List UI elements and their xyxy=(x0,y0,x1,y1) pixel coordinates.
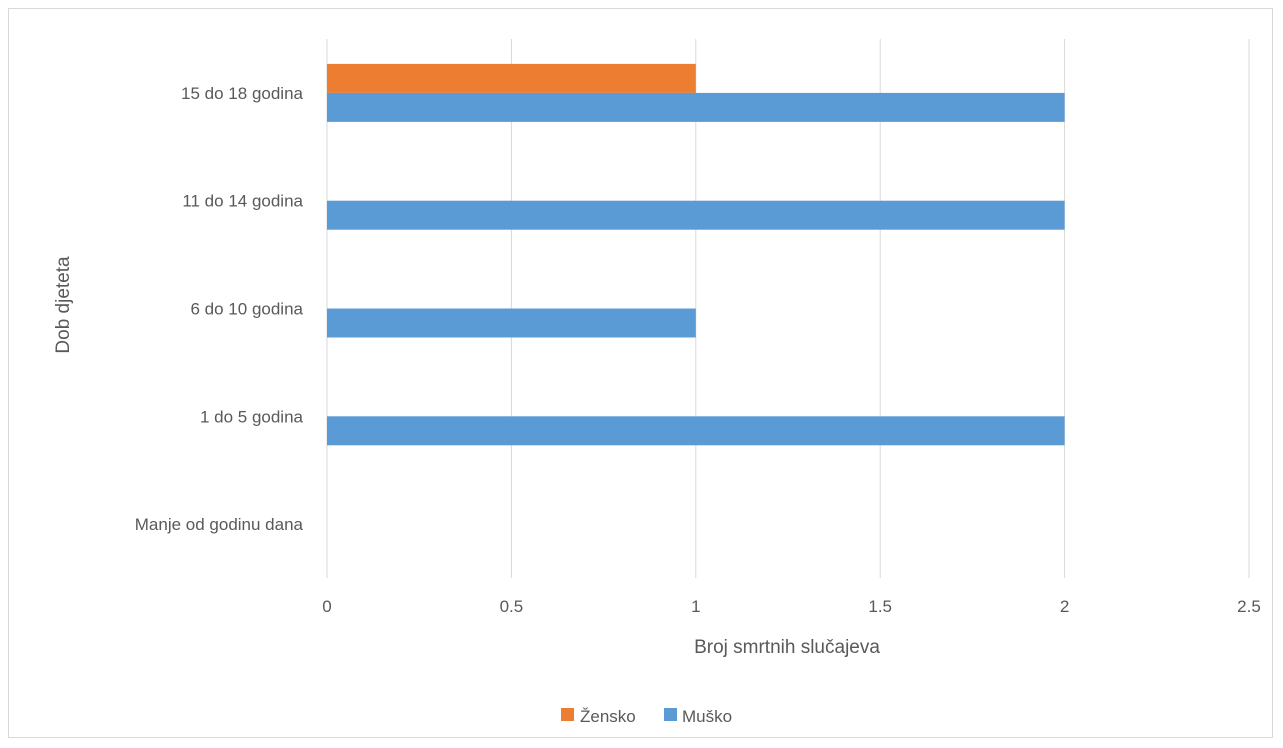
x-tick-label: 2.5 xyxy=(1237,597,1261,616)
y-axis-ticks: Manje od godinu dana 1 do 5 godina 6 do 10… xyxy=(135,84,304,534)
bar-musko xyxy=(327,308,696,338)
chart-area xyxy=(8,8,1273,738)
legend-label: Muško xyxy=(682,707,732,726)
y-tick-label: Manje od godinu dana xyxy=(135,515,304,534)
gridlines xyxy=(326,39,1250,578)
bar-musko xyxy=(327,200,1065,230)
x-tick-label: 0 xyxy=(322,597,331,616)
x-axis-ticks: 0 0.5 1 1.5 2 2.5 xyxy=(322,597,1261,616)
legend-label: Žensko xyxy=(580,707,636,726)
y-tick-label: 6 do 10 godina xyxy=(191,300,304,319)
y-axis-title: Dob djeteta xyxy=(53,256,74,354)
bar-zensko xyxy=(327,63,696,93)
legend-swatch xyxy=(664,708,677,721)
bar-musko xyxy=(327,92,1065,122)
bar-musko xyxy=(327,416,1065,446)
x-tick-label: 1.5 xyxy=(868,597,892,616)
bars xyxy=(327,63,1065,446)
x-tick-label: 0.5 xyxy=(500,597,524,616)
y-tick-label: 1 do 5 godina xyxy=(200,407,304,426)
y-tick-label: 15 do 18 godina xyxy=(181,84,303,103)
y-tick-label: 11 do 14 godina xyxy=(182,192,303,211)
x-tick-label: 2 xyxy=(1060,597,1069,616)
legend: Žensko Muško xyxy=(561,707,732,726)
x-axis-title: Broj smrtnih slučajeva xyxy=(694,637,880,658)
legend-swatch xyxy=(561,708,574,721)
x-tick-label: 1 xyxy=(691,597,700,616)
